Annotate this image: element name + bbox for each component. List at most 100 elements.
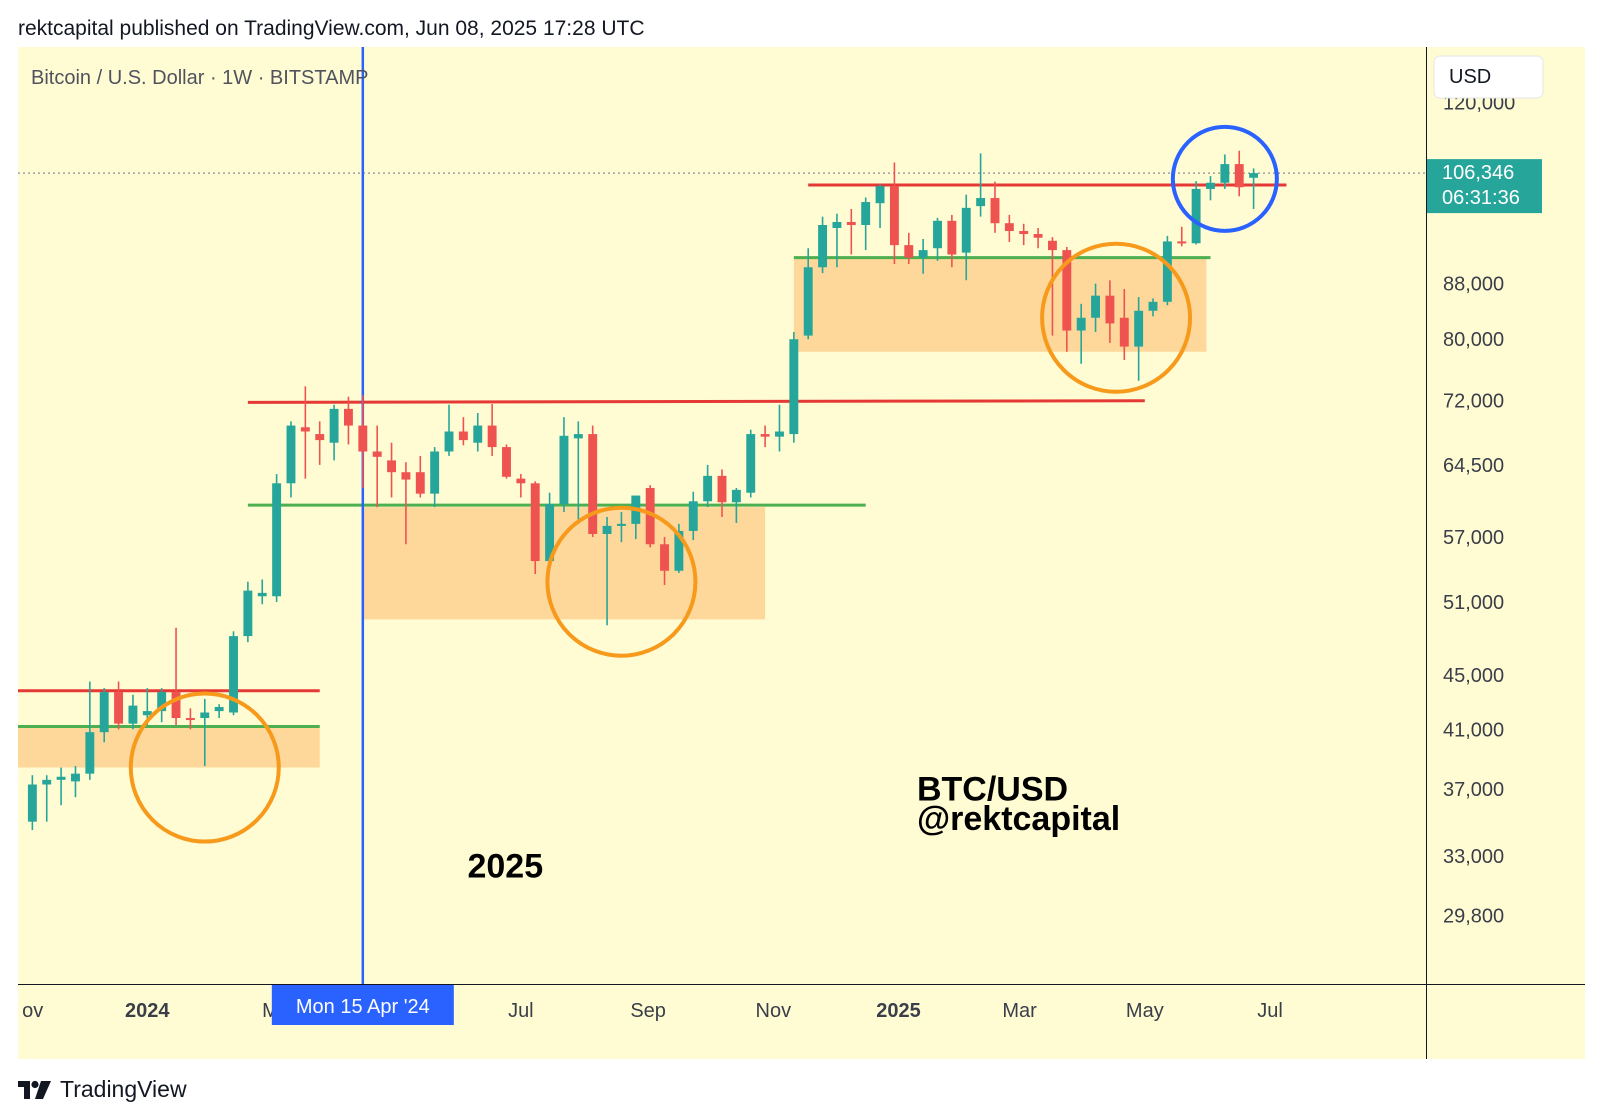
countdown-timer: 06:31:36 xyxy=(1442,187,1520,209)
candle-body xyxy=(588,434,598,534)
candle-body xyxy=(343,408,353,426)
candle-body xyxy=(1076,317,1086,331)
candle xyxy=(1004,214,1014,243)
price-tick-label: 51,000 xyxy=(1443,592,1504,614)
candle xyxy=(128,694,138,730)
candle-body xyxy=(660,544,669,571)
candle xyxy=(688,491,698,541)
currency-button-box[interactable] xyxy=(1433,55,1544,99)
candle-body xyxy=(645,487,655,545)
time-tick-label: ov xyxy=(22,1000,43,1022)
candle-body xyxy=(1220,164,1230,183)
circle-2025-apr xyxy=(1040,241,1193,394)
price-tick-label: 41,000 xyxy=(1443,719,1504,741)
label-handle: @rektcapital xyxy=(917,800,1120,838)
publisher-line: rektcapital published on TradingView.com… xyxy=(18,17,645,40)
last-price-badge: 106,346 06:31:36 xyxy=(1427,159,1542,214)
candle xyxy=(1105,280,1115,343)
candle-body xyxy=(1148,301,1158,311)
candle-body xyxy=(458,431,468,441)
candle-body xyxy=(1004,223,1014,232)
price-tick-label: 29,800 xyxy=(1443,906,1504,928)
chart-title: Bitcoin / U.S. Dollar · 1W · BITSTAMP xyxy=(31,67,368,89)
candle-body xyxy=(1091,295,1101,318)
chart-svg[interactable]: 2025 BTC/USD@rektcapital Bitcoin / U.S. D… xyxy=(18,47,1585,1059)
candle-body xyxy=(961,207,971,253)
candle xyxy=(487,403,497,456)
candle-body xyxy=(616,523,626,526)
candle-body xyxy=(602,525,612,534)
candle xyxy=(731,487,741,523)
candle xyxy=(947,214,957,268)
candle-body xyxy=(976,198,986,207)
zone-2025 xyxy=(793,258,1207,352)
candle xyxy=(803,248,813,340)
candle xyxy=(171,627,181,726)
candle xyxy=(559,417,569,512)
candle xyxy=(272,474,282,602)
candle xyxy=(660,537,669,586)
candle-body xyxy=(243,590,253,637)
candle-body xyxy=(1191,188,1201,244)
candle xyxy=(1162,235,1172,306)
candle-body xyxy=(1134,310,1144,347)
candle xyxy=(516,474,526,498)
time-axis-panel[interactable] xyxy=(18,984,1426,1059)
candle xyxy=(846,209,856,255)
candle xyxy=(458,417,468,446)
tradingview-footer[interactable]: TradingView xyxy=(18,1076,187,1103)
candle-body xyxy=(171,692,181,719)
candle-body xyxy=(157,692,167,712)
currency-label: USD xyxy=(1449,66,1491,88)
candle xyxy=(56,767,66,806)
candle xyxy=(616,511,626,543)
candle-body xyxy=(746,434,756,493)
candle xyxy=(358,395,368,488)
candle xyxy=(573,421,583,524)
candle xyxy=(918,238,928,274)
candle xyxy=(200,698,210,767)
price-tick-label: 80,000 xyxy=(1443,329,1504,351)
candle xyxy=(760,425,770,448)
time-tick-label: Jul xyxy=(508,1000,534,1022)
candle-body xyxy=(832,221,842,228)
candle xyxy=(243,581,253,643)
price-tick-label: 57,000 xyxy=(1443,527,1504,549)
candle xyxy=(933,217,942,261)
candle-body xyxy=(257,592,267,597)
chart-frame: 2025 BTC/USD @rektcapital Bitcoin / U.S. D… xyxy=(18,47,1585,1059)
price-tick-label: 37,000 xyxy=(1443,779,1504,801)
candle xyxy=(99,688,109,743)
price-tick-label: 72,000 xyxy=(1443,391,1504,413)
candle xyxy=(372,425,382,508)
candle xyxy=(1033,227,1043,249)
price-tick-label: 45,000 xyxy=(1443,665,1504,687)
candle xyxy=(1019,223,1029,246)
candle-body xyxy=(573,434,583,439)
candle-body xyxy=(1033,234,1043,238)
candle xyxy=(300,386,310,479)
candle xyxy=(1148,298,1158,317)
candle-body xyxy=(674,530,684,571)
candle xyxy=(42,775,52,822)
candle xyxy=(990,181,1000,233)
currency-button[interactable]: USD xyxy=(1433,55,1544,99)
candle-body xyxy=(1119,317,1129,347)
candle xyxy=(1206,176,1215,201)
label-btcusd: BTC/USD xyxy=(917,770,1068,808)
candle xyxy=(430,447,440,508)
candle-body xyxy=(947,220,957,255)
candle xyxy=(746,429,756,498)
candle xyxy=(861,197,871,251)
candles-layer xyxy=(27,150,1259,831)
candle-body xyxy=(185,718,195,721)
candle-body xyxy=(1019,231,1029,235)
candle xyxy=(789,331,799,443)
price-axis-panel[interactable] xyxy=(1426,47,1585,1059)
time-tick-label: May xyxy=(1126,1000,1164,1022)
candle-body xyxy=(1234,164,1244,188)
candle-body xyxy=(703,475,713,502)
candle-body xyxy=(142,711,152,716)
candle xyxy=(401,462,411,545)
candle-body xyxy=(85,732,95,774)
